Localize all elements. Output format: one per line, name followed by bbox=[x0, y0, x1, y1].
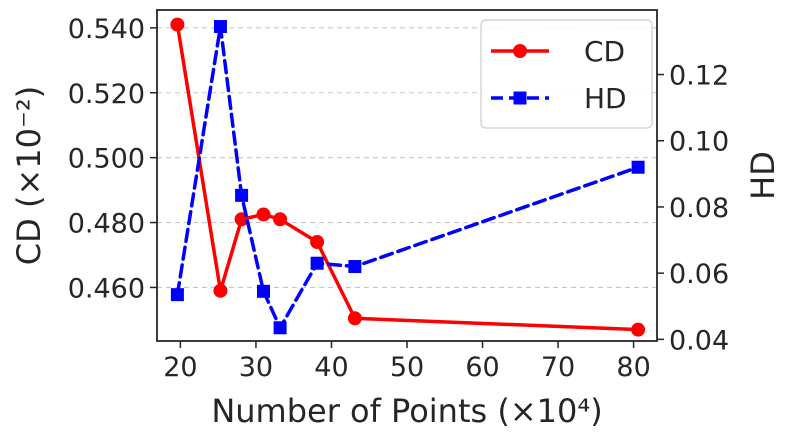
hd-point bbox=[256, 284, 270, 298]
hd-point bbox=[273, 321, 287, 335]
series-layer bbox=[170, 17, 646, 337]
legend-hd-marker bbox=[513, 91, 527, 105]
x-tick-label: 70 bbox=[541, 352, 575, 383]
y-right-tick-label: 0.12 bbox=[669, 61, 729, 92]
x-tick-label: 40 bbox=[314, 352, 348, 383]
x-axis-label: Number of Points (×10⁴) bbox=[211, 392, 602, 430]
cd-point bbox=[213, 283, 228, 298]
x-tick-label: 30 bbox=[239, 352, 273, 383]
hd-point bbox=[213, 20, 227, 34]
hd-point bbox=[235, 188, 249, 202]
legend-hd-label: HD bbox=[584, 82, 627, 115]
y-axis-left-label: CD (×10⁻²) bbox=[10, 86, 48, 265]
series-cd-line bbox=[175, 22, 640, 332]
y-axis-right-label: HD bbox=[744, 151, 782, 200]
legend: CD HD bbox=[480, 19, 653, 129]
series-cd bbox=[170, 17, 646, 337]
hd-point bbox=[310, 256, 324, 270]
y-right-tick-label: 0.06 bbox=[669, 259, 729, 290]
cd-point bbox=[631, 322, 646, 337]
y-right-tick-label: 0.04 bbox=[669, 325, 729, 356]
hd-point bbox=[631, 160, 645, 174]
cd-point bbox=[273, 212, 288, 227]
hd-point bbox=[170, 288, 184, 302]
series-hd bbox=[170, 20, 645, 335]
legend-cd-marker bbox=[513, 44, 527, 58]
cd-point bbox=[347, 311, 362, 326]
y-right-tick-label: 0.08 bbox=[669, 193, 729, 224]
y-left-tick-label: 0.520 bbox=[68, 79, 145, 110]
y-left-tick-label: 0.500 bbox=[68, 144, 145, 175]
x-tick-label: 20 bbox=[163, 352, 197, 383]
y-left-tick-label: 0.480 bbox=[68, 209, 145, 240]
legend-cd-label: CD bbox=[584, 35, 625, 68]
y-left-tick-label: 0.540 bbox=[68, 14, 145, 45]
y-left-tick-label: 0.460 bbox=[68, 273, 145, 304]
cd-point bbox=[310, 235, 325, 250]
ticks-layer: 20 30 40 50 60 70 80 0.460 0.480 0.500 0.520 0.540 0… bbox=[68, 14, 729, 383]
y-right-tick-label: 0.10 bbox=[669, 127, 729, 158]
hd-point bbox=[348, 260, 362, 274]
cd-point bbox=[170, 17, 185, 32]
x-tick-label: 80 bbox=[616, 352, 650, 383]
x-tick-label: 60 bbox=[465, 352, 499, 383]
x-tick-label: 50 bbox=[390, 352, 424, 383]
cd-point bbox=[256, 207, 271, 222]
